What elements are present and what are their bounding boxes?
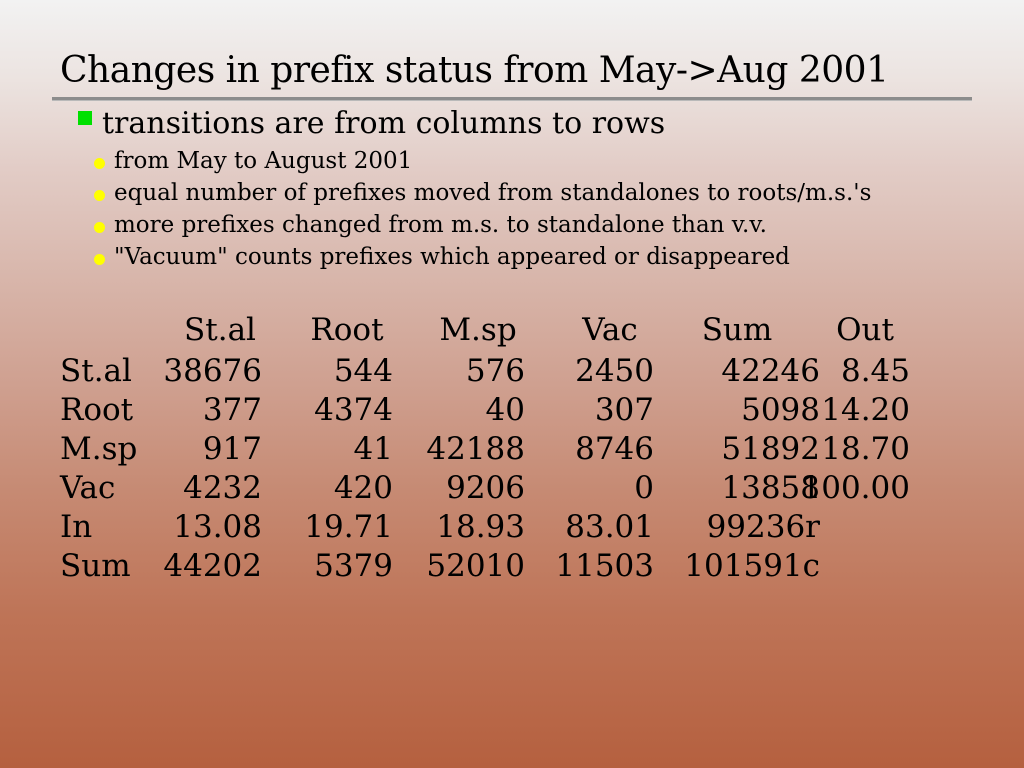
table-cell: 11503 (555, 548, 654, 584)
dot-bullet-icon (94, 190, 105, 201)
sub-bullet: from May to August 2001 (94, 146, 871, 178)
table-cell: 377 (202, 392, 262, 428)
column-header: Out (836, 312, 894, 348)
table-cell: 8.45 (840, 353, 910, 389)
dot-bullet-icon (94, 158, 105, 169)
table-cell: 42246 (721, 353, 820, 389)
sub-bullet-text: more prefixes changed from m.s. to stand… (114, 212, 767, 238)
main-bullet: transitions are from columns to rows (78, 106, 665, 141)
table-cell: 13858 (721, 470, 820, 506)
row-label: Root (60, 392, 134, 428)
table-cell: 544 (333, 353, 393, 389)
table-cell: 18.93 (436, 509, 525, 545)
table-cell: 307 (594, 392, 654, 428)
table-cell: 5379 (314, 548, 393, 584)
table-cell: 41 (353, 431, 393, 467)
table-cell: 576 (465, 353, 525, 389)
table-cell: 8746 (575, 431, 654, 467)
title-divider (52, 97, 972, 100)
table-cell: 13.08 (173, 509, 262, 545)
column-header: St.al (184, 312, 256, 348)
sub-bullet-text: "Vacuum" counts prefixes which appeared … (114, 244, 790, 270)
main-bullet-text: transitions are from columns to rows (102, 106, 666, 141)
table-cell: 5098 (741, 392, 820, 428)
table-cell: 101591c (684, 548, 820, 584)
column-header: M.sp (439, 312, 517, 348)
column-header: Sum (701, 312, 773, 348)
dot-bullet-icon (94, 222, 105, 233)
dot-bullet-icon (94, 254, 105, 265)
table-cell: 51892 (721, 431, 820, 467)
table-cell: 0 (634, 470, 654, 506)
square-bullet-icon (78, 111, 92, 125)
row-label: M.sp (60, 431, 138, 467)
table-cell: 44202 (163, 548, 262, 584)
sub-bullet-text: equal number of prefixes moved from stan… (114, 180, 872, 206)
row-label: In (60, 509, 93, 545)
table-cell: 4232 (183, 470, 262, 506)
table-cell: 83.01 (565, 509, 654, 545)
table-cell: 99236r (706, 509, 820, 545)
sub-bullet-list: from May to August 2001 equal number of … (94, 146, 871, 274)
slide-title: Changes in prefix status from May->Aug 2… (60, 50, 889, 91)
sub-bullet: equal number of prefixes moved from stan… (94, 178, 871, 210)
row-label: Vac (60, 470, 116, 506)
row-label: Sum (60, 548, 131, 584)
table-cell: 19.71 (304, 509, 393, 545)
table-cell: 42188 (426, 431, 525, 467)
sub-bullet-text: from May to August 2001 (114, 148, 413, 174)
table-cell: 38676 (163, 353, 262, 389)
table-cell: 14.20 (821, 392, 910, 428)
sub-bullet: more prefixes changed from m.s. to stand… (94, 210, 871, 242)
table-cell: 9206 (446, 470, 525, 506)
table-cell: 18.70 (821, 431, 910, 467)
table-cell: 4374 (314, 392, 393, 428)
table-cell: 917 (202, 431, 262, 467)
table-cell: 420 (333, 470, 393, 506)
row-label: St.al (60, 353, 132, 389)
table-cell: 100.00 (801, 470, 910, 506)
sub-bullet: "Vacuum" counts prefixes which appeared … (94, 242, 871, 274)
table-cell: 2450 (575, 353, 654, 389)
column-header: Root (310, 312, 384, 348)
table-cell: 40 (485, 392, 525, 428)
table-cell: 52010 (426, 548, 525, 584)
column-header: Vac (582, 312, 638, 348)
